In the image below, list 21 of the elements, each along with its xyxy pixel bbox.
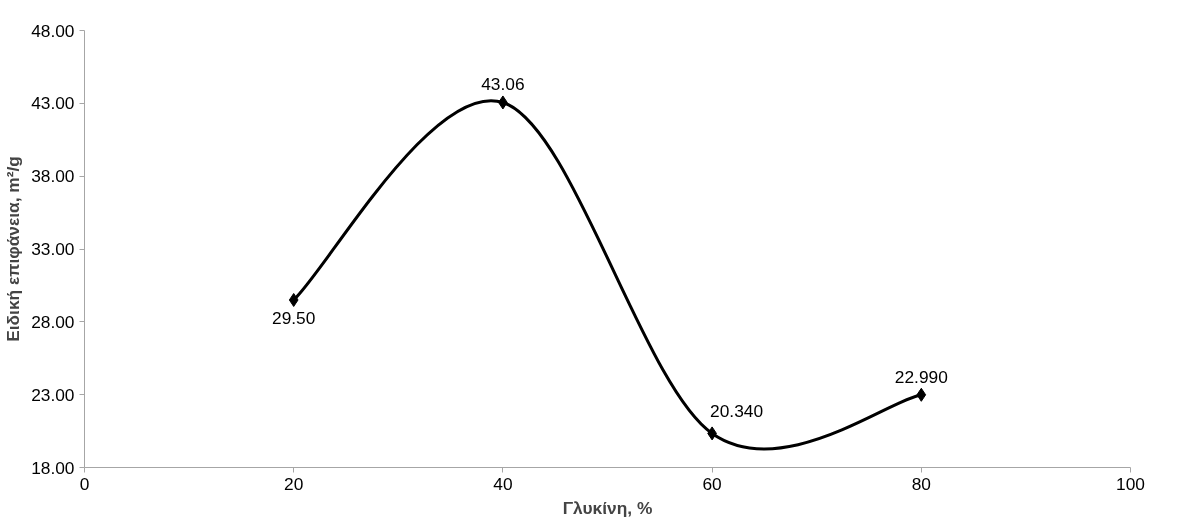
y-tick-label: 33.00 <box>31 239 75 259</box>
data-label: 22.990 <box>894 366 948 387</box>
y-tick-label: 28.00 <box>31 311 75 332</box>
data-label: 43.06 <box>481 74 525 95</box>
x-tick-label: 20 <box>284 473 304 494</box>
y-tick-label: 43.00 <box>31 93 75 114</box>
x-tick-label: 100 <box>1116 473 1145 494</box>
x-axis-title: Γλυκίνη, % <box>562 497 653 518</box>
y-tick-label: 23.00 <box>31 384 75 405</box>
x-tick-label: 60 <box>702 473 722 494</box>
y-tick-label: 18.00 <box>31 457 75 478</box>
point <box>288 292 299 307</box>
x-tick-label: 0 <box>79 473 90 494</box>
y-axis-title: Ειδική επιφάνεια, m²/g <box>3 156 24 342</box>
y-tick-label: 38.00 <box>31 166 75 187</box>
x-tick-label: 40 <box>493 473 513 494</box>
data-label: 20.340 <box>710 401 764 422</box>
point <box>916 387 927 402</box>
x-tick-label: 80 <box>911 473 931 494</box>
y-tick-label: 48.00 <box>31 20 75 41</box>
data-label: 29.50 <box>272 307 316 328</box>
